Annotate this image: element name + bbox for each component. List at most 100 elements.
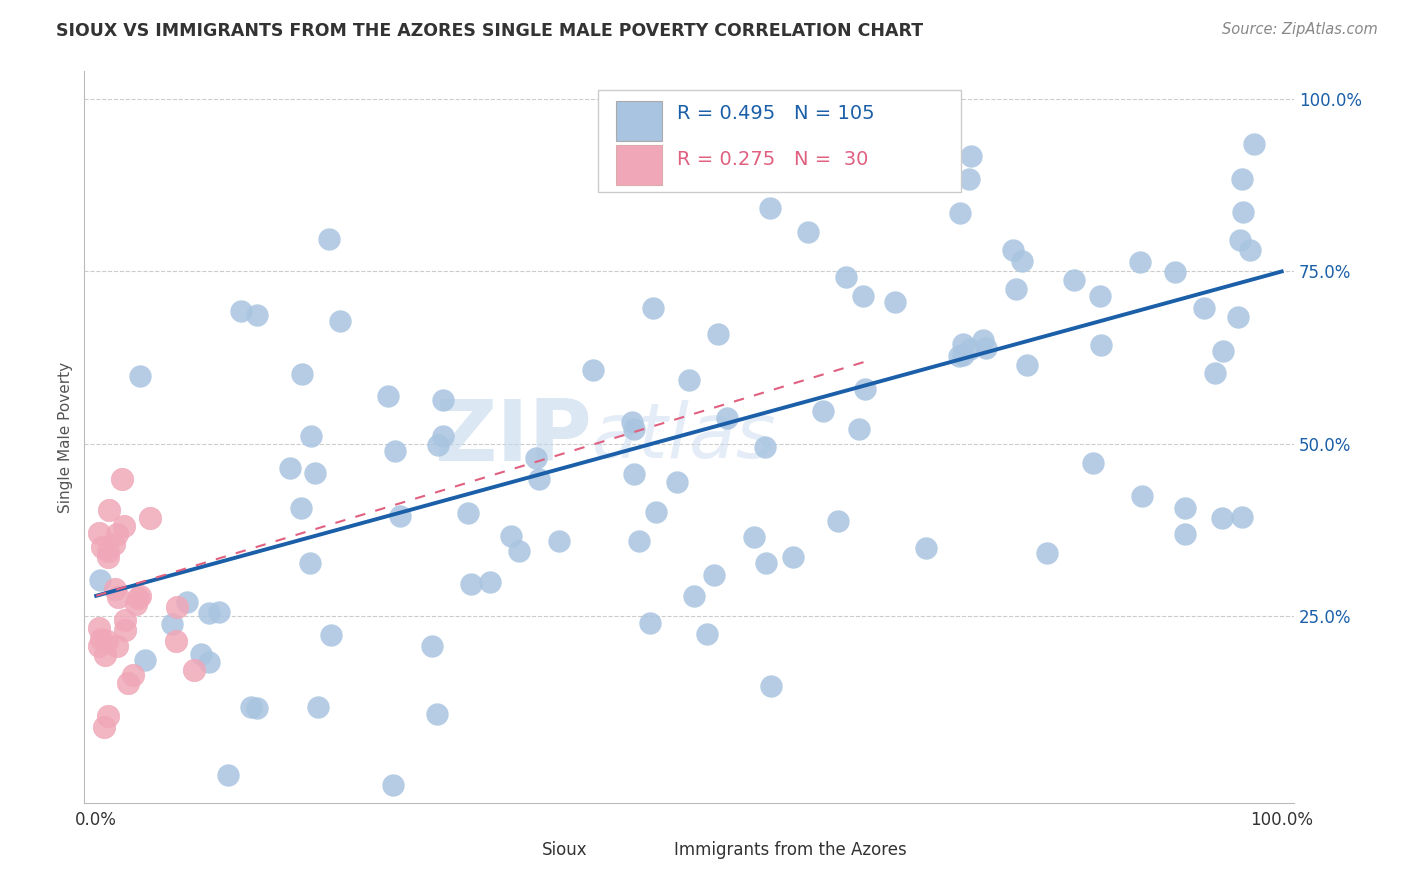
Point	[1088, 289, 1111, 303]
Point	[508, 544, 530, 558]
Point	[835, 269, 858, 284]
Point	[381, 778, 404, 792]
Point	[1212, 344, 1234, 359]
Point	[198, 606, 221, 620]
Point	[457, 506, 479, 520]
Point	[290, 501, 312, 516]
FancyBboxPatch shape	[628, 841, 668, 862]
Point	[329, 313, 352, 327]
Point	[114, 623, 136, 637]
FancyBboxPatch shape	[495, 841, 534, 862]
Point	[93, 720, 115, 734]
Point	[1130, 489, 1153, 503]
Point	[478, 575, 501, 590]
Text: Immigrants from the Azores: Immigrants from the Azores	[675, 841, 907, 859]
Point	[97, 544, 120, 558]
Point	[1230, 510, 1253, 524]
Point	[949, 206, 972, 220]
Point	[1063, 273, 1085, 287]
Point	[208, 605, 231, 619]
Point	[129, 368, 152, 383]
Point	[853, 382, 876, 396]
Point	[111, 472, 134, 486]
Point	[1232, 205, 1254, 219]
Point	[107, 590, 129, 604]
Point	[678, 373, 700, 387]
Point	[89, 573, 111, 587]
Point	[761, 679, 783, 693]
Point	[1129, 255, 1152, 269]
Text: SIOUX VS IMMIGRANTS FROM THE AZORES SINGLE MALE POVERTY CORRELATION CHART: SIOUX VS IMMIGRANTS FROM THE AZORES SING…	[56, 22, 924, 40]
Point	[744, 530, 766, 544]
Point	[852, 289, 875, 303]
Point	[160, 617, 183, 632]
Point	[620, 415, 643, 429]
Point	[427, 438, 450, 452]
Point	[1192, 301, 1215, 315]
Point	[1164, 264, 1187, 278]
Point	[628, 533, 651, 548]
Point	[105, 640, 128, 654]
Point	[1002, 243, 1025, 257]
Point	[97, 549, 120, 564]
Point	[246, 308, 269, 322]
Point	[707, 327, 730, 342]
Point	[114, 613, 136, 627]
Point	[377, 389, 399, 403]
Point	[105, 526, 128, 541]
FancyBboxPatch shape	[599, 90, 962, 192]
Point	[384, 444, 406, 458]
Point	[884, 294, 907, 309]
FancyBboxPatch shape	[616, 145, 662, 185]
Point	[94, 648, 117, 662]
Point	[420, 640, 443, 654]
Point	[1090, 337, 1112, 351]
Point	[304, 466, 326, 480]
Point	[103, 537, 125, 551]
Point	[87, 621, 110, 635]
Point	[915, 541, 938, 555]
Text: Sioux: Sioux	[541, 841, 588, 859]
Point	[754, 440, 776, 454]
Point	[117, 675, 139, 690]
Point	[952, 348, 974, 362]
Point	[952, 337, 974, 351]
Point	[87, 526, 110, 541]
Text: ZIP: ZIP	[434, 395, 592, 479]
Point	[960, 148, 983, 162]
Point	[127, 591, 149, 606]
Point	[1011, 253, 1033, 268]
Point	[426, 707, 449, 722]
Point	[291, 367, 314, 381]
Point	[827, 515, 849, 529]
FancyBboxPatch shape	[616, 101, 662, 141]
Point	[98, 503, 121, 517]
Point	[797, 225, 820, 239]
Point	[957, 172, 980, 186]
Point	[703, 568, 725, 582]
Point	[1081, 457, 1104, 471]
Point	[90, 632, 112, 646]
Point	[190, 647, 212, 661]
Point	[129, 589, 152, 603]
Point	[524, 451, 547, 466]
Point	[460, 577, 482, 591]
Point	[623, 422, 645, 436]
Point	[298, 557, 321, 571]
Y-axis label: Single Male Poverty: Single Male Poverty	[58, 361, 73, 513]
Point	[432, 429, 454, 443]
Point	[1036, 546, 1059, 560]
Point	[682, 589, 704, 603]
Point	[582, 363, 605, 377]
Point	[811, 404, 834, 418]
Point	[641, 301, 664, 315]
Text: Source: ZipAtlas.com: Source: ZipAtlas.com	[1222, 22, 1378, 37]
Point	[972, 333, 994, 347]
Text: R = 0.495   N = 105: R = 0.495 N = 105	[676, 103, 875, 122]
Point	[87, 639, 110, 653]
Point	[91, 540, 114, 554]
Point	[782, 550, 804, 565]
Point	[1174, 526, 1197, 541]
Point	[389, 508, 412, 523]
Point	[166, 599, 188, 614]
